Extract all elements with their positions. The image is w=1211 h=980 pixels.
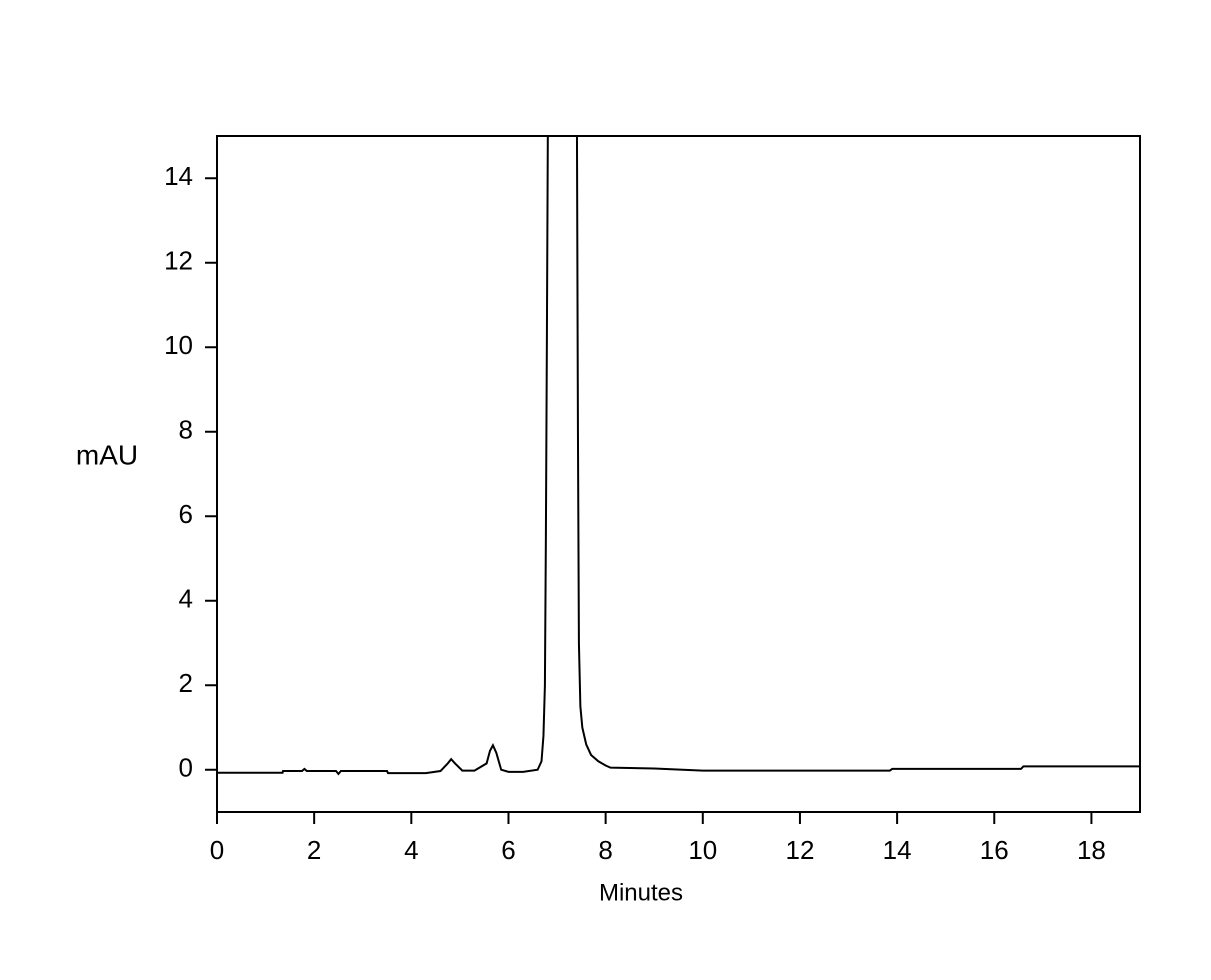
y-axis-label: mAU: [76, 439, 138, 470]
x-tick-label: 12: [785, 835, 814, 865]
y-tick-label: 8: [179, 415, 193, 445]
y-tick-label: 14: [164, 161, 193, 191]
data-line: [217, 136, 1140, 776]
x-tick-label: 10: [688, 835, 717, 865]
y-tick-label: 10: [164, 330, 193, 360]
y-tick-label: 4: [179, 584, 193, 614]
x-tick-label: 14: [883, 835, 912, 865]
x-tick-label: 2: [307, 835, 321, 865]
x-tick-label: 4: [404, 835, 418, 865]
y-tick-label: 12: [164, 246, 193, 276]
x-tick-label: 6: [501, 835, 515, 865]
x-tick-label: 16: [980, 835, 1009, 865]
y-tick-label: 0: [179, 753, 193, 783]
plot-frame: [216, 135, 1141, 813]
y-tick-label: 6: [179, 499, 193, 529]
x-tick-label: 18: [1077, 835, 1106, 865]
x-tick-label: 0: [210, 835, 224, 865]
y-tick-label: 2: [179, 668, 193, 698]
x-axis-label: Minutes: [599, 879, 683, 906]
x-tick-label: 8: [598, 835, 612, 865]
